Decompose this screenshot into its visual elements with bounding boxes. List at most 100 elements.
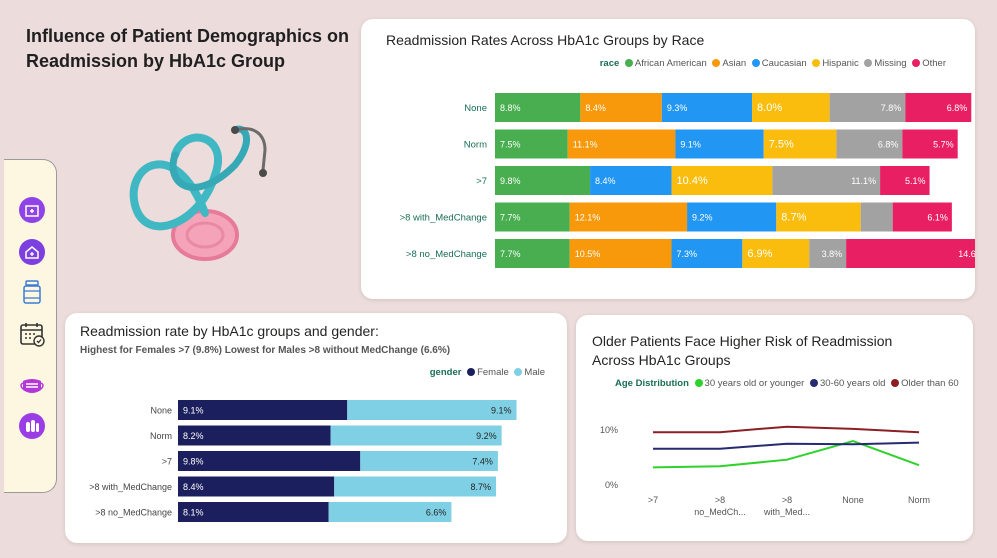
race-data-label-hispanic-8-no-medchange: 6.9% xyxy=(747,248,772,260)
race-legend: race African American Asian Caucasian Hi… xyxy=(600,58,949,69)
race-bar-asian-8-no-medchange[interactable] xyxy=(569,239,672,268)
gender-category-label-8-no-medchange: >8 no_MedChange xyxy=(95,508,172,518)
legend-caucasian[interactable]: Caucasian xyxy=(751,58,807,69)
gender-bar-female-none[interactable] xyxy=(178,400,348,420)
gender-bar-female-norm[interactable] xyxy=(178,425,331,446)
gender-category-label-norm: Norm xyxy=(150,431,172,441)
race-bar-asian-norm[interactable] xyxy=(567,129,676,159)
race-bar-caucasian-8-with-medchange[interactable] xyxy=(687,202,777,232)
race-bar-other-8-no-medchange[interactable] xyxy=(846,239,975,268)
stethoscope-earpiece xyxy=(233,127,267,172)
legend-african-american[interactable]: African American xyxy=(624,58,707,69)
race-bar-missing-none[interactable] xyxy=(829,93,906,122)
gender-data-label-female-8-no-medchange: 8.1% xyxy=(183,508,204,518)
age-line-older-than-60[interactable] xyxy=(653,425,920,434)
race-bar-other-none[interactable] xyxy=(905,93,972,122)
race-chart-title: Readmission Rates Across HbA1c Groups by… xyxy=(386,32,705,48)
gender-chart-title: Readmission rate by HbA1c groups and gen… xyxy=(80,323,379,339)
sidebar xyxy=(4,159,57,493)
race-data-label-hispanic-norm: 7.5% xyxy=(769,139,794,151)
age-ytick-10: 10% xyxy=(600,425,618,435)
race-data-label-caucasian-none: 9.3% xyxy=(667,103,688,113)
gender-bar-male-8-no-medchange[interactable] xyxy=(328,502,452,522)
legend-missing[interactable]: Missing xyxy=(864,58,907,69)
legend-asian[interactable]: Asian xyxy=(712,58,746,69)
legend-male[interactable]: Male xyxy=(514,367,545,378)
legend-other[interactable]: Other xyxy=(912,58,946,69)
age-line-30-60-years-old[interactable] xyxy=(653,441,920,450)
race-bar-other-norm[interactable] xyxy=(902,129,958,159)
gender-bar-male-none[interactable] xyxy=(347,400,517,420)
gender-bar-male-8-with-medchange[interactable] xyxy=(334,476,497,497)
age-legend: Age Distribution 30 years old or younger… xyxy=(615,378,962,389)
race-data-label-hispanic-7: 10.4% xyxy=(677,175,708,187)
race-data-label-missing-none: 7.8% xyxy=(881,103,902,113)
gender-category-label-8-with-medchange: >8 with_MedChange xyxy=(89,482,172,492)
race-data-label-caucasian-7: 8.4% xyxy=(595,176,616,186)
race-bar-hispanic-8-no-medchange[interactable] xyxy=(742,239,810,268)
race-bar-missing-7[interactable] xyxy=(772,166,881,195)
race-data-label-african-american-7: 9.8% xyxy=(500,176,521,186)
legend-female[interactable]: Female xyxy=(467,367,509,378)
race-bar-missing-8-no-medchange[interactable] xyxy=(809,239,847,268)
legend-older-60[interactable]: Older than 60 xyxy=(891,378,959,389)
race-data-label-other-7: 5.1% xyxy=(905,176,926,186)
race-bar-african-american-none[interactable] xyxy=(495,93,581,122)
calendar-icon[interactable] xyxy=(18,320,46,348)
race-bar-caucasian-8-no-medchange[interactable] xyxy=(671,239,743,268)
race-category-label-7: >7 xyxy=(476,176,487,187)
age-line-30-years-old-or-younger[interactable] xyxy=(652,439,920,469)
medicine-bottle-icon[interactable] xyxy=(18,278,46,306)
age-chart-card: Older Patients Face Higher Risk of Readm… xyxy=(576,315,973,541)
legend-hispanic[interactable]: Hispanic xyxy=(812,58,859,69)
race-bar-caucasian-7[interactable] xyxy=(590,166,672,195)
race-data-label-missing-7: 11.1% xyxy=(851,176,876,186)
face-mask-icon[interactable] xyxy=(18,372,46,400)
race-bar-asian-8-with-medchange[interactable] xyxy=(569,202,688,232)
race-data-label-other-8-no-medchange: 14.6% xyxy=(958,249,975,259)
race-data-label-caucasian-norm: 9.1% xyxy=(680,140,701,150)
gender-bar-male-norm[interactable] xyxy=(330,425,502,446)
race-category-label-8-with-medchange: >8 with_MedChange xyxy=(400,213,487,224)
race-bar-african-american-7[interactable] xyxy=(495,166,591,195)
hospital-icon[interactable] xyxy=(18,196,46,224)
race-bar-hispanic-norm[interactable] xyxy=(763,129,837,159)
race-bar-hispanic-8-with-medchange[interactable] xyxy=(776,202,861,232)
race-data-label-other-none: 6.8% xyxy=(947,103,968,113)
race-bar-african-american-8-with-medchange[interactable] xyxy=(495,202,570,232)
race-bar-caucasian-norm[interactable] xyxy=(675,129,764,159)
race-data-label-african-american-8-no-medchange: 7.7% xyxy=(500,249,521,259)
gender-legend: gender Female Male xyxy=(430,367,548,378)
gender-bar-female-8-with-medchange[interactable] xyxy=(178,476,335,497)
legend-30-60[interactable]: 30-60 years old xyxy=(809,378,885,389)
race-bar-african-american-norm[interactable] xyxy=(495,129,568,159)
pills-icon[interactable] xyxy=(18,412,46,440)
gender-bar-female-7[interactable] xyxy=(178,451,361,471)
gender-data-label-female-none: 9.1% xyxy=(183,406,204,416)
race-bar-missing-norm[interactable] xyxy=(836,129,903,159)
race-category-label-8-no-medchange: >8 no_MedChange xyxy=(406,249,487,260)
age-chart-plot: 0% 10% >7 >8 no_MedCh... >8 with_Med... None Nor… xyxy=(600,425,930,517)
legend-30-or-younger[interactable]: 30 years old or younger xyxy=(694,378,804,389)
gender-legend-title: gender xyxy=(429,367,462,378)
race-data-label-african-american-8-with-medchange: 7.7% xyxy=(500,213,521,223)
race-bar-caucasian-none[interactable] xyxy=(661,93,753,122)
gender-bar-female-8-no-medchange[interactable] xyxy=(178,502,329,522)
gender-data-label-male-none: 9.1% xyxy=(491,406,512,416)
race-category-label-none: None xyxy=(464,103,487,114)
race-bar-hispanic-none[interactable] xyxy=(752,93,830,122)
clinic-icon[interactable] xyxy=(18,238,46,266)
race-bar-missing-8-with-medchange[interactable] xyxy=(860,202,893,232)
age-xtick-none: None xyxy=(842,495,864,505)
age-xtick-norm: Norm xyxy=(908,495,930,505)
race-data-label-african-american-norm: 7.5% xyxy=(500,140,521,150)
race-bar-african-american-8-no-medchange[interactable] xyxy=(495,239,570,268)
age-chart-title: Older Patients Face Higher Risk of Readm… xyxy=(592,333,893,368)
gender-bar-male-7[interactable] xyxy=(360,451,498,471)
gender-data-label-female-norm: 8.2% xyxy=(183,431,204,441)
race-bar-other-8-with-medchange[interactable] xyxy=(892,202,952,232)
race-chart-card: Readmission Rates Across HbA1c Groups by… xyxy=(361,19,975,299)
race-bar-other-7[interactable] xyxy=(880,166,930,195)
race-bar-hispanic-7[interactable] xyxy=(671,166,773,195)
race-bar-asian-none[interactable] xyxy=(580,93,662,122)
